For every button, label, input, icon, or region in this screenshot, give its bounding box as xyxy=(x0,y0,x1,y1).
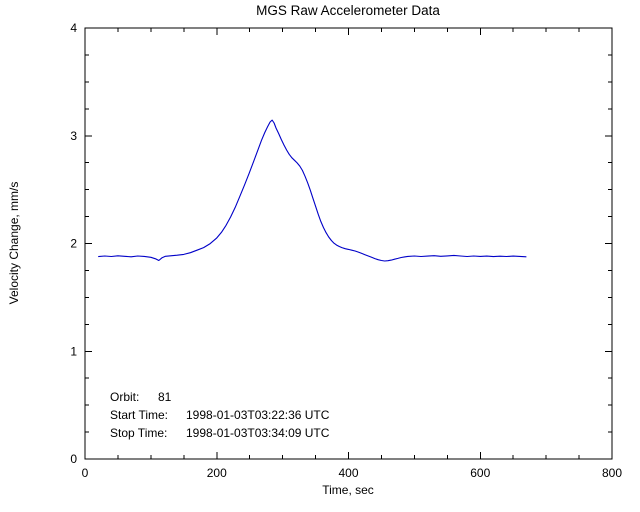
y-tick-label: 2 xyxy=(70,237,77,251)
series-velocity-change xyxy=(98,119,527,262)
stop-time-value: 1998-01-03T03:34:09 UTC xyxy=(186,426,330,440)
y-tick-label: 0 xyxy=(70,452,77,466)
x-tick-label: 800 xyxy=(602,466,622,480)
x-tick-label: 0 xyxy=(82,466,89,480)
y-tick-label: 1 xyxy=(70,344,77,358)
x-axis-label: Time, sec xyxy=(322,483,374,497)
plot-axes: 0 200 400 600 800 0 1 2 3 4 xyxy=(70,21,622,480)
start-time-label: Start Time: xyxy=(110,408,168,422)
x-tick-label: 400 xyxy=(338,466,358,480)
orbit-label: Orbit: xyxy=(110,390,139,404)
data-series xyxy=(98,119,527,262)
x-tick-label: 200 xyxy=(207,466,227,480)
annotation-block: Orbit: 81 Start Time: 1998-01-03T03:22:36 … xyxy=(110,390,330,440)
y-tick-label: 4 xyxy=(70,21,77,35)
start-time-value: 1998-01-03T03:22:36 UTC xyxy=(186,408,330,422)
stop-time-label: Stop Time: xyxy=(110,426,167,440)
y-axis-label: Velocity Change, mm/s xyxy=(7,182,21,305)
orbit-line: Orbit: 81 xyxy=(110,390,172,404)
y-tick-label: 3 xyxy=(70,129,77,143)
stop-time-line: Stop Time: 1998-01-03T03:34:09 UTC xyxy=(110,426,330,440)
start-time-line: Start Time: 1998-01-03T03:22:36 UTC xyxy=(110,408,330,422)
orbit-value: 81 xyxy=(158,390,172,404)
chart-title: MGS Raw Accelerometer Data xyxy=(256,3,440,18)
x-tick-label: 600 xyxy=(470,466,490,480)
